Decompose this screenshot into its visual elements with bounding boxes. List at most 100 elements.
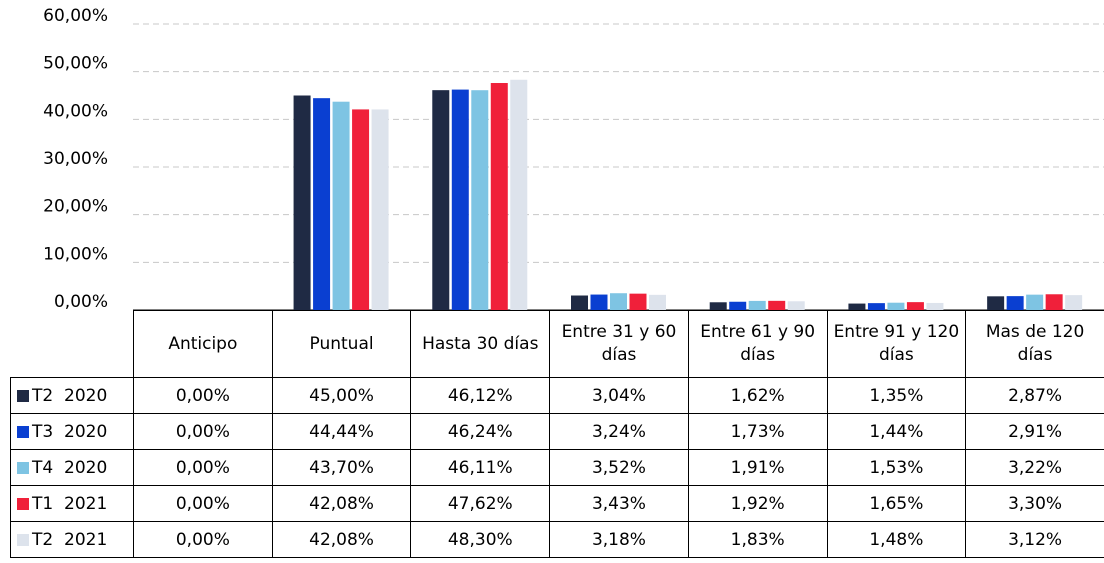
legend-cell: T3 2020 — [10, 413, 134, 450]
value-cell: 2,91% — [965, 413, 1104, 450]
value-cell: 1,73% — [687, 413, 828, 450]
value-cell: 3,04% — [549, 377, 689, 414]
legend-swatch — [17, 533, 29, 546]
value-cell: 3,43% — [549, 485, 689, 522]
y-tick-label: 0,00% — [54, 292, 108, 312]
value-cell: 3,24% — [549, 413, 689, 450]
value-cell: 42,08% — [271, 521, 412, 558]
category-label: Mas de 120 días — [965, 310, 1104, 378]
bar — [987, 296, 1005, 310]
bar — [1026, 294, 1044, 310]
bar — [490, 83, 508, 311]
value-cell: 0,00% — [133, 449, 273, 486]
value-cell: 43,70% — [271, 449, 412, 486]
data-row: T2 2020 0,00% 45,00% 46,12% 3,04% 1,62% 1,35% 2… — [10, 377, 1104, 414]
bar — [867, 303, 885, 310]
legend-cell: T2 2020 — [10, 377, 134, 414]
bar — [1045, 294, 1063, 310]
legend-cell: T2 2021 — [10, 521, 134, 558]
bar — [709, 302, 727, 310]
value-cell: 1,44% — [826, 413, 967, 450]
category-label: Puntual — [271, 310, 412, 378]
bar — [293, 95, 311, 310]
data-row: T1 2021 0,00% 42,08% 47,62% 3,43% 1,92% 1,65% 3… — [10, 485, 1104, 522]
bar — [729, 301, 747, 310]
value-cell: 46,12% — [410, 377, 551, 414]
value-cell: 44,44% — [271, 413, 412, 450]
bar — [471, 90, 489, 310]
data-row: T2 2021 0,00% 42,08% 48,30% 3,18% 1,83% 1,48% 3… — [10, 521, 1104, 558]
bar — [571, 295, 588, 310]
bar — [748, 300, 766, 310]
blank-cell — [10, 310, 134, 378]
y-tick-label: 10,00% — [43, 244, 108, 264]
data-row: T4 2020 0,00% 43,70% 46,11% 3,52% 1,91% 1,53% 3… — [10, 449, 1104, 486]
y-tick-label: 40,00% — [43, 101, 108, 121]
value-cell: 45,00% — [271, 377, 412, 414]
bar — [332, 101, 350, 311]
category-label: Entre 61 y 90 días — [687, 310, 828, 378]
bar — [906, 302, 924, 310]
category-label: Entre 31 y 60 días — [549, 310, 689, 378]
legend-cell: T1 2021 — [10, 485, 134, 522]
bar — [848, 303, 866, 310]
value-cell: 3,18% — [549, 521, 689, 558]
bar — [590, 294, 608, 310]
bar — [432, 90, 450, 310]
bar — [787, 301, 805, 310]
legend-swatch — [17, 461, 29, 474]
value-cell: 3,12% — [965, 521, 1104, 558]
value-cell: 2,87% — [965, 377, 1104, 414]
value-cell: 47,62% — [410, 485, 551, 522]
legend-cell: T4 2020 — [10, 449, 134, 486]
legend-label: T2 2020 — [32, 385, 108, 406]
value-cell: 1,91% — [687, 449, 828, 486]
bar — [1006, 296, 1024, 310]
value-cell: 0,00% — [133, 413, 273, 450]
value-cell: 1,65% — [826, 485, 967, 522]
value-cell: 46,11% — [410, 449, 551, 486]
value-cell: 46,24% — [410, 413, 551, 450]
y-tick-label: 30,00% — [43, 149, 108, 169]
legend-swatch — [17, 389, 29, 402]
bar — [371, 109, 389, 310]
legend-swatch — [17, 497, 29, 510]
chart: 0,00% 10,00% 20,00% 30,00% 40,00% 50,00% 60,00… — [43, 6, 1104, 312]
header-row: Anticipo Puntual Hasta 30 días Entre 31 y 6… — [10, 310, 1104, 378]
value-cell: 1,92% — [687, 485, 828, 522]
bar — [768, 300, 786, 310]
value-cell: 3,52% — [549, 449, 689, 486]
bar — [1065, 295, 1083, 310]
bar — [352, 109, 370, 310]
legend-label: T2 2021 — [32, 529, 108, 550]
category-label: Hasta 30 días — [410, 310, 551, 378]
bar — [629, 293, 647, 310]
bar — [313, 98, 331, 310]
bar — [926, 302, 944, 310]
bar — [649, 294, 666, 310]
value-cell: 3,30% — [965, 485, 1104, 522]
value-cell: 0,00% — [133, 377, 273, 414]
value-cell: 48,30% — [410, 521, 551, 558]
bar — [510, 79, 528, 311]
data-row: T3 2020 0,00% 44,44% 46,24% 3,24% 1,73% 1,44% 2… — [10, 413, 1104, 450]
category-label: Entre 91 y 120 días — [826, 310, 967, 378]
value-cell: 1,53% — [826, 449, 967, 486]
y-tick-label: 60,00% — [43, 6, 108, 26]
bar — [451, 89, 469, 311]
value-cell: 0,00% — [133, 521, 273, 558]
category-label: Anticipo — [133, 310, 273, 378]
bar — [887, 302, 905, 310]
y-tick-label: 50,00% — [43, 54, 108, 74]
value-cell: 42,08% — [271, 485, 412, 522]
value-cell: 3,22% — [965, 449, 1104, 486]
value-cell: 1,35% — [826, 377, 967, 414]
legend-swatch — [17, 425, 29, 438]
legend-label: T3 2020 — [32, 421, 108, 442]
bar — [610, 293, 627, 310]
value-cell: 0,00% — [133, 485, 273, 522]
y-tick-label: 20,00% — [43, 197, 108, 217]
legend-label: T1 2021 — [32, 493, 108, 514]
data-table: Anticipo Puntual Hasta 30 días Entre 31 y 6… — [10, 310, 1104, 558]
